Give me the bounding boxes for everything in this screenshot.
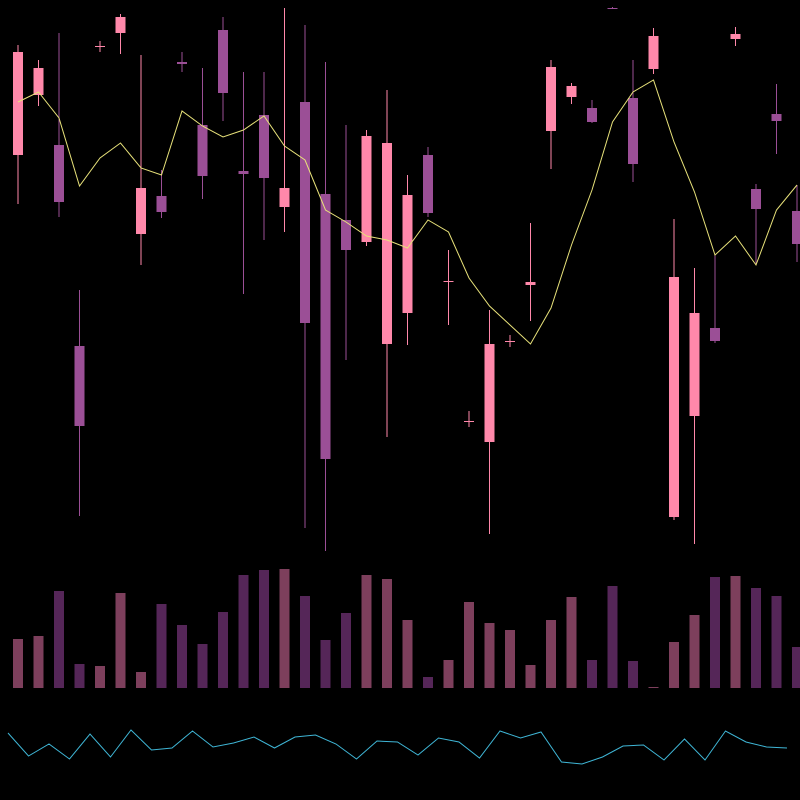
candle-body: [751, 189, 761, 209]
candle-body: [423, 155, 433, 213]
moving-average: [17, 79, 798, 345]
candle-body: [566, 86, 577, 97]
candle-body: [546, 67, 556, 131]
candle-body: [792, 211, 800, 244]
candle-body: [218, 30, 228, 93]
candle-body: [259, 115, 269, 178]
volume-bar: [546, 620, 556, 688]
volume-bar: [464, 602, 474, 688]
volume-bar: [484, 623, 495, 688]
candle-body: [361, 136, 372, 242]
candle-body: [74, 346, 85, 426]
candle-body: [54, 145, 64, 202]
candle-body: [771, 114, 782, 121]
candle-body: [505, 341, 515, 342]
candle-body: [402, 195, 413, 313]
candle-body: [730, 34, 741, 39]
candle-body: [136, 188, 146, 234]
candle-body: [156, 196, 167, 212]
candle-body: [484, 344, 495, 442]
candle-body: [607, 8, 618, 9]
volume-bar: [177, 625, 187, 688]
volume-bar: [689, 615, 700, 688]
volume-bar: [320, 640, 331, 688]
volume-bar: [341, 613, 351, 688]
candle-body: [669, 277, 679, 517]
candle-body: [525, 282, 536, 285]
volume-bar: [443, 660, 454, 688]
volume-bar: [751, 588, 761, 688]
volume-bar: [95, 666, 105, 688]
candle-body: [587, 108, 597, 122]
volume-bar: [218, 612, 228, 688]
volume-bar: [54, 591, 64, 688]
volume-bar: [197, 644, 208, 688]
candle-body: [628, 98, 638, 164]
candle-body: [300, 102, 310, 323]
candle-body: [197, 125, 208, 176]
volume-bar: [648, 687, 659, 688]
candle-body: [648, 36, 659, 69]
volume-bar: [382, 579, 392, 688]
volume-bar: [607, 586, 618, 688]
volume-bar: [505, 630, 515, 688]
candle-body: [341, 220, 351, 250]
candle-body: [279, 188, 290, 207]
volume-bar: [423, 677, 433, 688]
volume-bar: [156, 604, 167, 688]
volume-bar: [279, 569, 290, 688]
volume-bar: [361, 575, 372, 688]
volume-bar: [13, 639, 23, 688]
volume-bar: [669, 642, 679, 688]
candle-body: [177, 62, 187, 64]
volume-bar: [33, 636, 44, 688]
volume-bar: [136, 672, 146, 688]
candle-body: [382, 143, 392, 344]
volume-bar: [259, 570, 269, 688]
volume-bar: [115, 593, 126, 688]
indicator-line: [7, 729, 788, 765]
candle-body: [320, 194, 331, 459]
volume-bar: [792, 647, 800, 688]
volume-bar: [566, 597, 577, 688]
candle-body: [115, 17, 126, 33]
candle-body: [238, 171, 249, 174]
candle-body: [33, 68, 44, 95]
candle-body: [443, 281, 454, 282]
candle-body: [710, 328, 720, 341]
volume-bar: [730, 576, 741, 688]
volume-bar: [587, 660, 597, 688]
candle-body: [464, 421, 474, 422]
volume-bar: [74, 664, 85, 688]
candle-body: [689, 313, 700, 416]
candle-body: [95, 46, 105, 47]
candle-body: [13, 52, 23, 155]
volume-bar: [771, 596, 782, 688]
volume-bar: [525, 665, 536, 688]
volume-bar: [238, 575, 249, 688]
volume-bar: [628, 661, 638, 688]
volume-bar: [710, 577, 720, 688]
volume-bar: [402, 620, 413, 688]
volume-bar: [300, 596, 310, 688]
